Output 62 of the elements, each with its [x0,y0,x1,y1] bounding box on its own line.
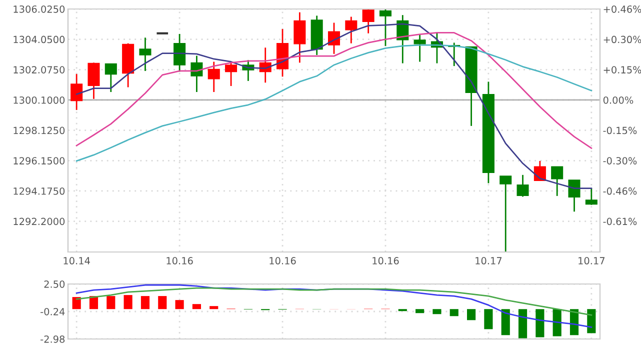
y-tick-label: -0.24 [40,308,65,316]
candlestick [585,188,598,206]
bar [501,309,510,336]
candlestick [139,36,152,72]
y2-tick-label: -0.30% [603,157,637,164]
candlestick [362,9,374,34]
y-tick-label: 1298.1250 [14,126,65,134]
candlestick [568,179,580,212]
y-tick-label: 1296.1500 [14,157,65,164]
x-tick-label: 10.17 [476,257,502,264]
y-tick-label: 1304.0500 [14,36,65,44]
x-tick-label: 10.16 [372,257,399,264]
y2-tick-label: +0.30% [604,36,641,44]
bar [467,309,476,320]
bar [587,309,596,334]
y2-tick-label: +0.46% [604,5,641,13]
x-tick-label: 10.16 [166,257,193,264]
bar [106,296,116,310]
bar [518,309,528,338]
bar [140,296,150,310]
candlestick [500,175,512,252]
candlestick [516,174,529,198]
x-tick-label: 10.17 [578,257,605,264]
candlestick [104,63,117,93]
y-tick-label: 1294.1750 [14,187,65,195]
candlestick [294,12,306,64]
candlestick [225,61,238,87]
y-tick-label: 2.50 [44,280,65,288]
y2-tick-label: 0.00% [603,96,634,104]
bar [158,296,167,310]
y-tick-label: 1292.2000 [14,218,65,226]
y2-tick-label: +0.15% [604,66,641,74]
bar [124,295,132,310]
y-tick-label: 1306.0250 [14,5,65,13]
bar [552,309,562,336]
bar [484,309,493,330]
candlestick [551,166,564,197]
y-tick-label: 1302.0750 [14,66,65,74]
bar [72,297,81,310]
bar [536,309,544,338]
candlestick [345,16,358,44]
candlestick [70,73,83,111]
y2-tick-label: -0.46% [603,187,637,195]
y2-tick-label: -0.15% [603,126,637,134]
y-tick-label: 1300.1000 [14,96,65,104]
y-tick-label: -2.98 [40,335,65,343]
line-series [76,287,592,316]
y2-tick-label: -0.61% [603,218,637,226]
x-tick-label: 10.14 [64,257,90,264]
candlestick [190,55,203,93]
candlestick [88,62,100,100]
bar [175,300,184,310]
x-tick-label: 10.16 [270,257,296,264]
bar [450,309,458,316]
bar [192,304,201,310]
bar [210,306,218,310]
bar [432,309,442,314]
candlestick [208,61,220,93]
bar [416,309,424,314]
candlestick [379,9,392,47]
candlestick [414,34,426,62]
candlestick [174,33,186,72]
